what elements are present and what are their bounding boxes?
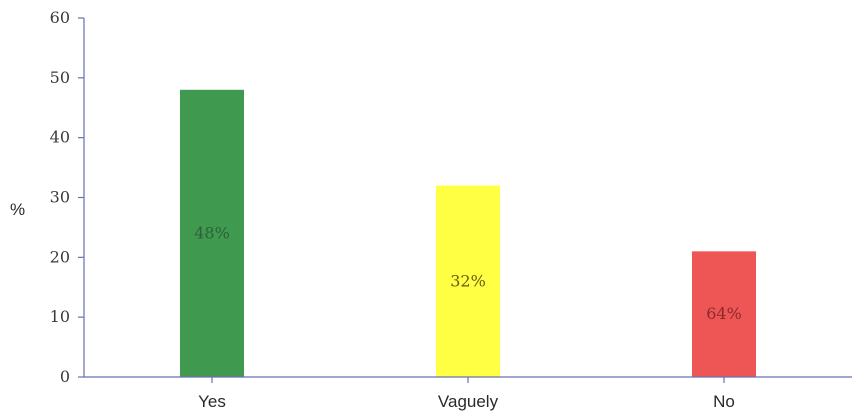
x-tick-label: Yes <box>198 392 226 411</box>
bar-no <box>692 251 756 377</box>
bar-vaguely <box>436 185 500 377</box>
y-tick-label: 10 <box>50 307 70 326</box>
bars: 48% 32% 64% <box>180 89 756 378</box>
y-tick-label: 50 <box>50 68 70 87</box>
bar-yes <box>180 89 244 378</box>
y-axis-label: % <box>10 200 25 219</box>
data-label: 48% <box>194 223 230 242</box>
y-tick-label: 60 <box>50 8 70 27</box>
y-tick-label: 40 <box>50 128 70 147</box>
x-tick-label: Vaguely <box>438 392 499 411</box>
y-tick-label: 20 <box>50 247 70 266</box>
x-axis: Yes Vaguely No <box>84 376 852 411</box>
x-tick-label: No <box>713 392 735 411</box>
data-label: 64% <box>706 304 742 323</box>
y-axis: 0 10 20 30 40 50 60 <box>50 8 85 386</box>
y-tick-label: 30 <box>50 188 70 207</box>
data-label: 32% <box>450 271 486 290</box>
y-tick-label: 0 <box>60 367 70 386</box>
